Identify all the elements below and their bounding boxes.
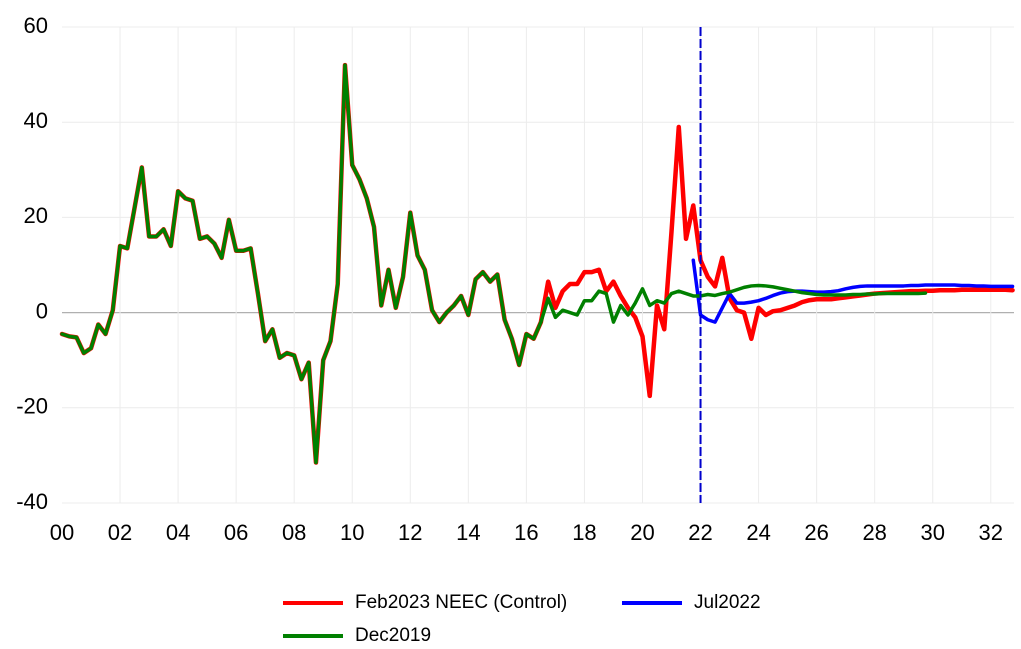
x-tick-label: 02 [108,520,132,545]
x-tick-label: 10 [340,520,364,545]
plot-lines [59,27,1015,503]
x-tick-label: 22 [688,520,712,545]
series-line [691,258,1015,324]
x-tick-label: 26 [804,520,828,545]
x-tick-label: 06 [224,520,248,545]
legend-label: Feb2023 NEEC (Control) [355,592,567,613]
legend-label: Dec2019 [355,625,431,646]
x-tick-label: 04 [166,520,190,545]
y-tick-label: 60 [24,13,48,38]
x-tick-label: 18 [572,520,596,545]
y-tick-label: 20 [24,203,48,228]
legend-label: Jul2022 [694,592,761,613]
x-tick-label: 32 [979,520,1003,545]
x-tick-label: 28 [862,520,886,545]
x-tick-label: 12 [398,520,422,545]
series-line [60,63,928,465]
x-tick-label: 20 [630,520,654,545]
tick-labels: -40 -20 0 20 40 60 00 02 04 06 08 10 12 14 16 18 20 22 24 2… [16,13,1003,545]
x-tick-label: 30 [920,520,944,545]
legend: Feb2023 NEEC (Control) Jul2022 Dec2019 [283,592,761,646]
y-tick-label: -40 [16,489,48,514]
y-tick-label: 0 [36,298,48,323]
x-tick-label: 00 [50,520,74,545]
y-tick-label: 40 [24,108,48,133]
series-line [59,62,1015,465]
y-tick-label: -20 [16,394,48,419]
x-tick-label: 24 [746,520,770,545]
x-tick-label: 08 [282,520,306,545]
x-tick-label: 16 [514,520,538,545]
grid [62,26,1014,504]
x-tick-label: 14 [456,520,480,545]
